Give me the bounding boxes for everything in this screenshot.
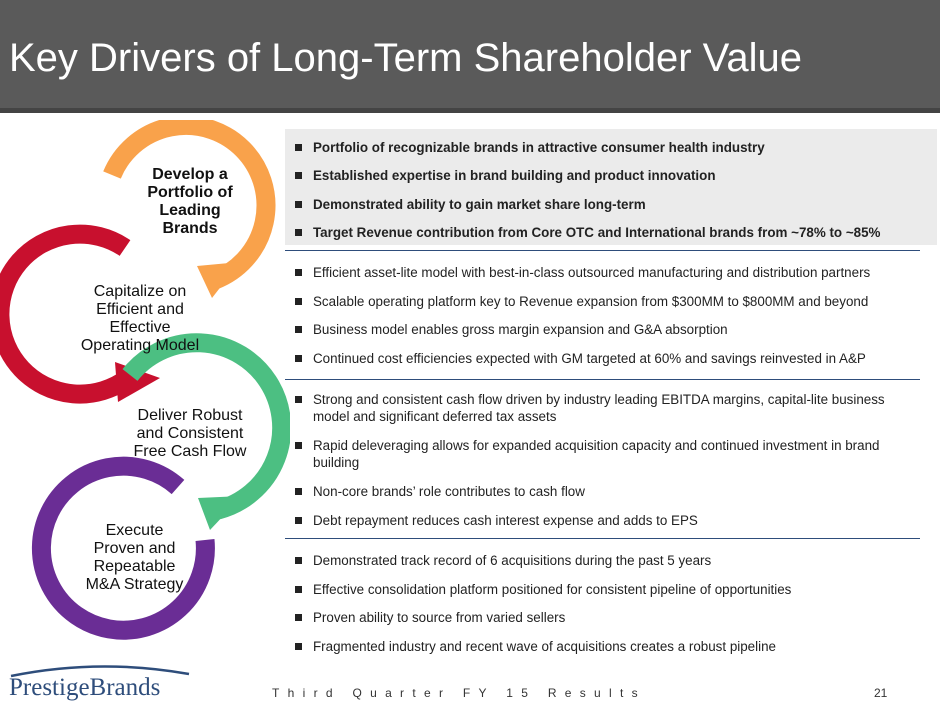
cycle-label-deliver-cash-flow: Deliver Robust and Consistent Free Cash …: [133, 407, 247, 460]
bullet-item: Strong and consistent cash flow driven b…: [295, 391, 913, 425]
cycle-arc-develop-portfolio: [103, 120, 276, 298]
section-acquisitions: Demonstrated track record of 6 acquisiti…: [285, 544, 937, 662]
strategy-cycle-diagram: [0, 120, 290, 640]
bullet-square-icon: [295, 557, 302, 564]
bullet-square-icon: [295, 643, 302, 650]
bullet-square-icon: [295, 442, 302, 449]
section-divider: [285, 250, 920, 251]
cycle-arc-execute-ma: [31, 456, 215, 640]
section-cash-flow: Strong and consistent cash flow driven b…: [285, 384, 937, 536]
bullet-square-icon: [295, 614, 302, 621]
bullet-square-icon: [295, 355, 302, 362]
bullet-item: Debt repayment reduces cash interest exp…: [295, 512, 928, 529]
bullet-item: Business model enables gross margin expa…: [295, 321, 928, 338]
bullet-item: Rapid deleveraging allows for expanded a…: [295, 437, 928, 471]
bullet-item: Proven ability to source from varied sel…: [295, 609, 928, 626]
bullet-item: Fragmented industry and recent wave of a…: [295, 638, 928, 655]
bullet-item: Target Revenue contribution from Core OT…: [295, 224, 940, 241]
bullet-item: Non-core brands’ role contributes to cas…: [295, 483, 928, 500]
bullet-item: Continued cost efficiencies expected wit…: [295, 350, 940, 367]
bullet-item: Established expertise in brand building …: [295, 167, 928, 184]
title-bar: [0, 0, 940, 113]
bullet-square-icon: [295, 396, 302, 403]
title-bar-underline: [0, 108, 940, 113]
bullet-square-icon: [295, 201, 302, 208]
bullet-square-icon: [295, 229, 302, 236]
bullet-square-icon: [295, 269, 302, 276]
cycle-label-capitalize-operating: Capitalize on Efficient and Effective Op…: [80, 283, 200, 354]
bullet-square-icon: [295, 488, 302, 495]
bullet-square-icon: [295, 298, 302, 305]
section-divider: [285, 538, 920, 539]
footer-caption: Third Quarter FY 15 Results: [272, 686, 646, 700]
cycle-label-execute-ma: Execute Proven and Repeatable M&A Strate…: [85, 522, 184, 593]
slide-title: Key Drivers of Long-Term Shareholder Val…: [9, 36, 802, 80]
cycle-label-develop-portfolio: Develop a Portfolio of Leading Brands: [147, 166, 233, 237]
bullet-item: Demonstrated ability to gain market shar…: [295, 196, 928, 213]
company-logo-swoosh: [10, 665, 190, 678]
bullet-square-icon: [295, 586, 302, 593]
bullet-item: Effective consolidation platform positio…: [295, 581, 928, 598]
bullet-item: Portfolio of recognizable brands in attr…: [295, 139, 928, 156]
company-logo-text: PrestigeBrands: [9, 674, 161, 701]
bullet-square-icon: [295, 326, 302, 333]
bullet-item: Efficient asset-lite model with best-in-…: [295, 264, 940, 281]
bullet-square-icon: [295, 517, 302, 524]
cycle-arc-deliver-cash-flow: [122, 333, 290, 530]
bullet-item: Demonstrated track record of 6 acquisiti…: [295, 552, 928, 569]
bullet-square-icon: [295, 144, 302, 151]
section-portfolio: Portfolio of recognizable brands in attr…: [285, 129, 937, 245]
bullet-item: Scalable operating platform key to Reven…: [295, 293, 940, 310]
section-operating-model: Efficient asset-lite model with best-in-…: [285, 256, 937, 376]
page-number: 21: [874, 686, 888, 700]
bullet-square-icon: [295, 172, 302, 179]
section-divider: [285, 379, 920, 380]
